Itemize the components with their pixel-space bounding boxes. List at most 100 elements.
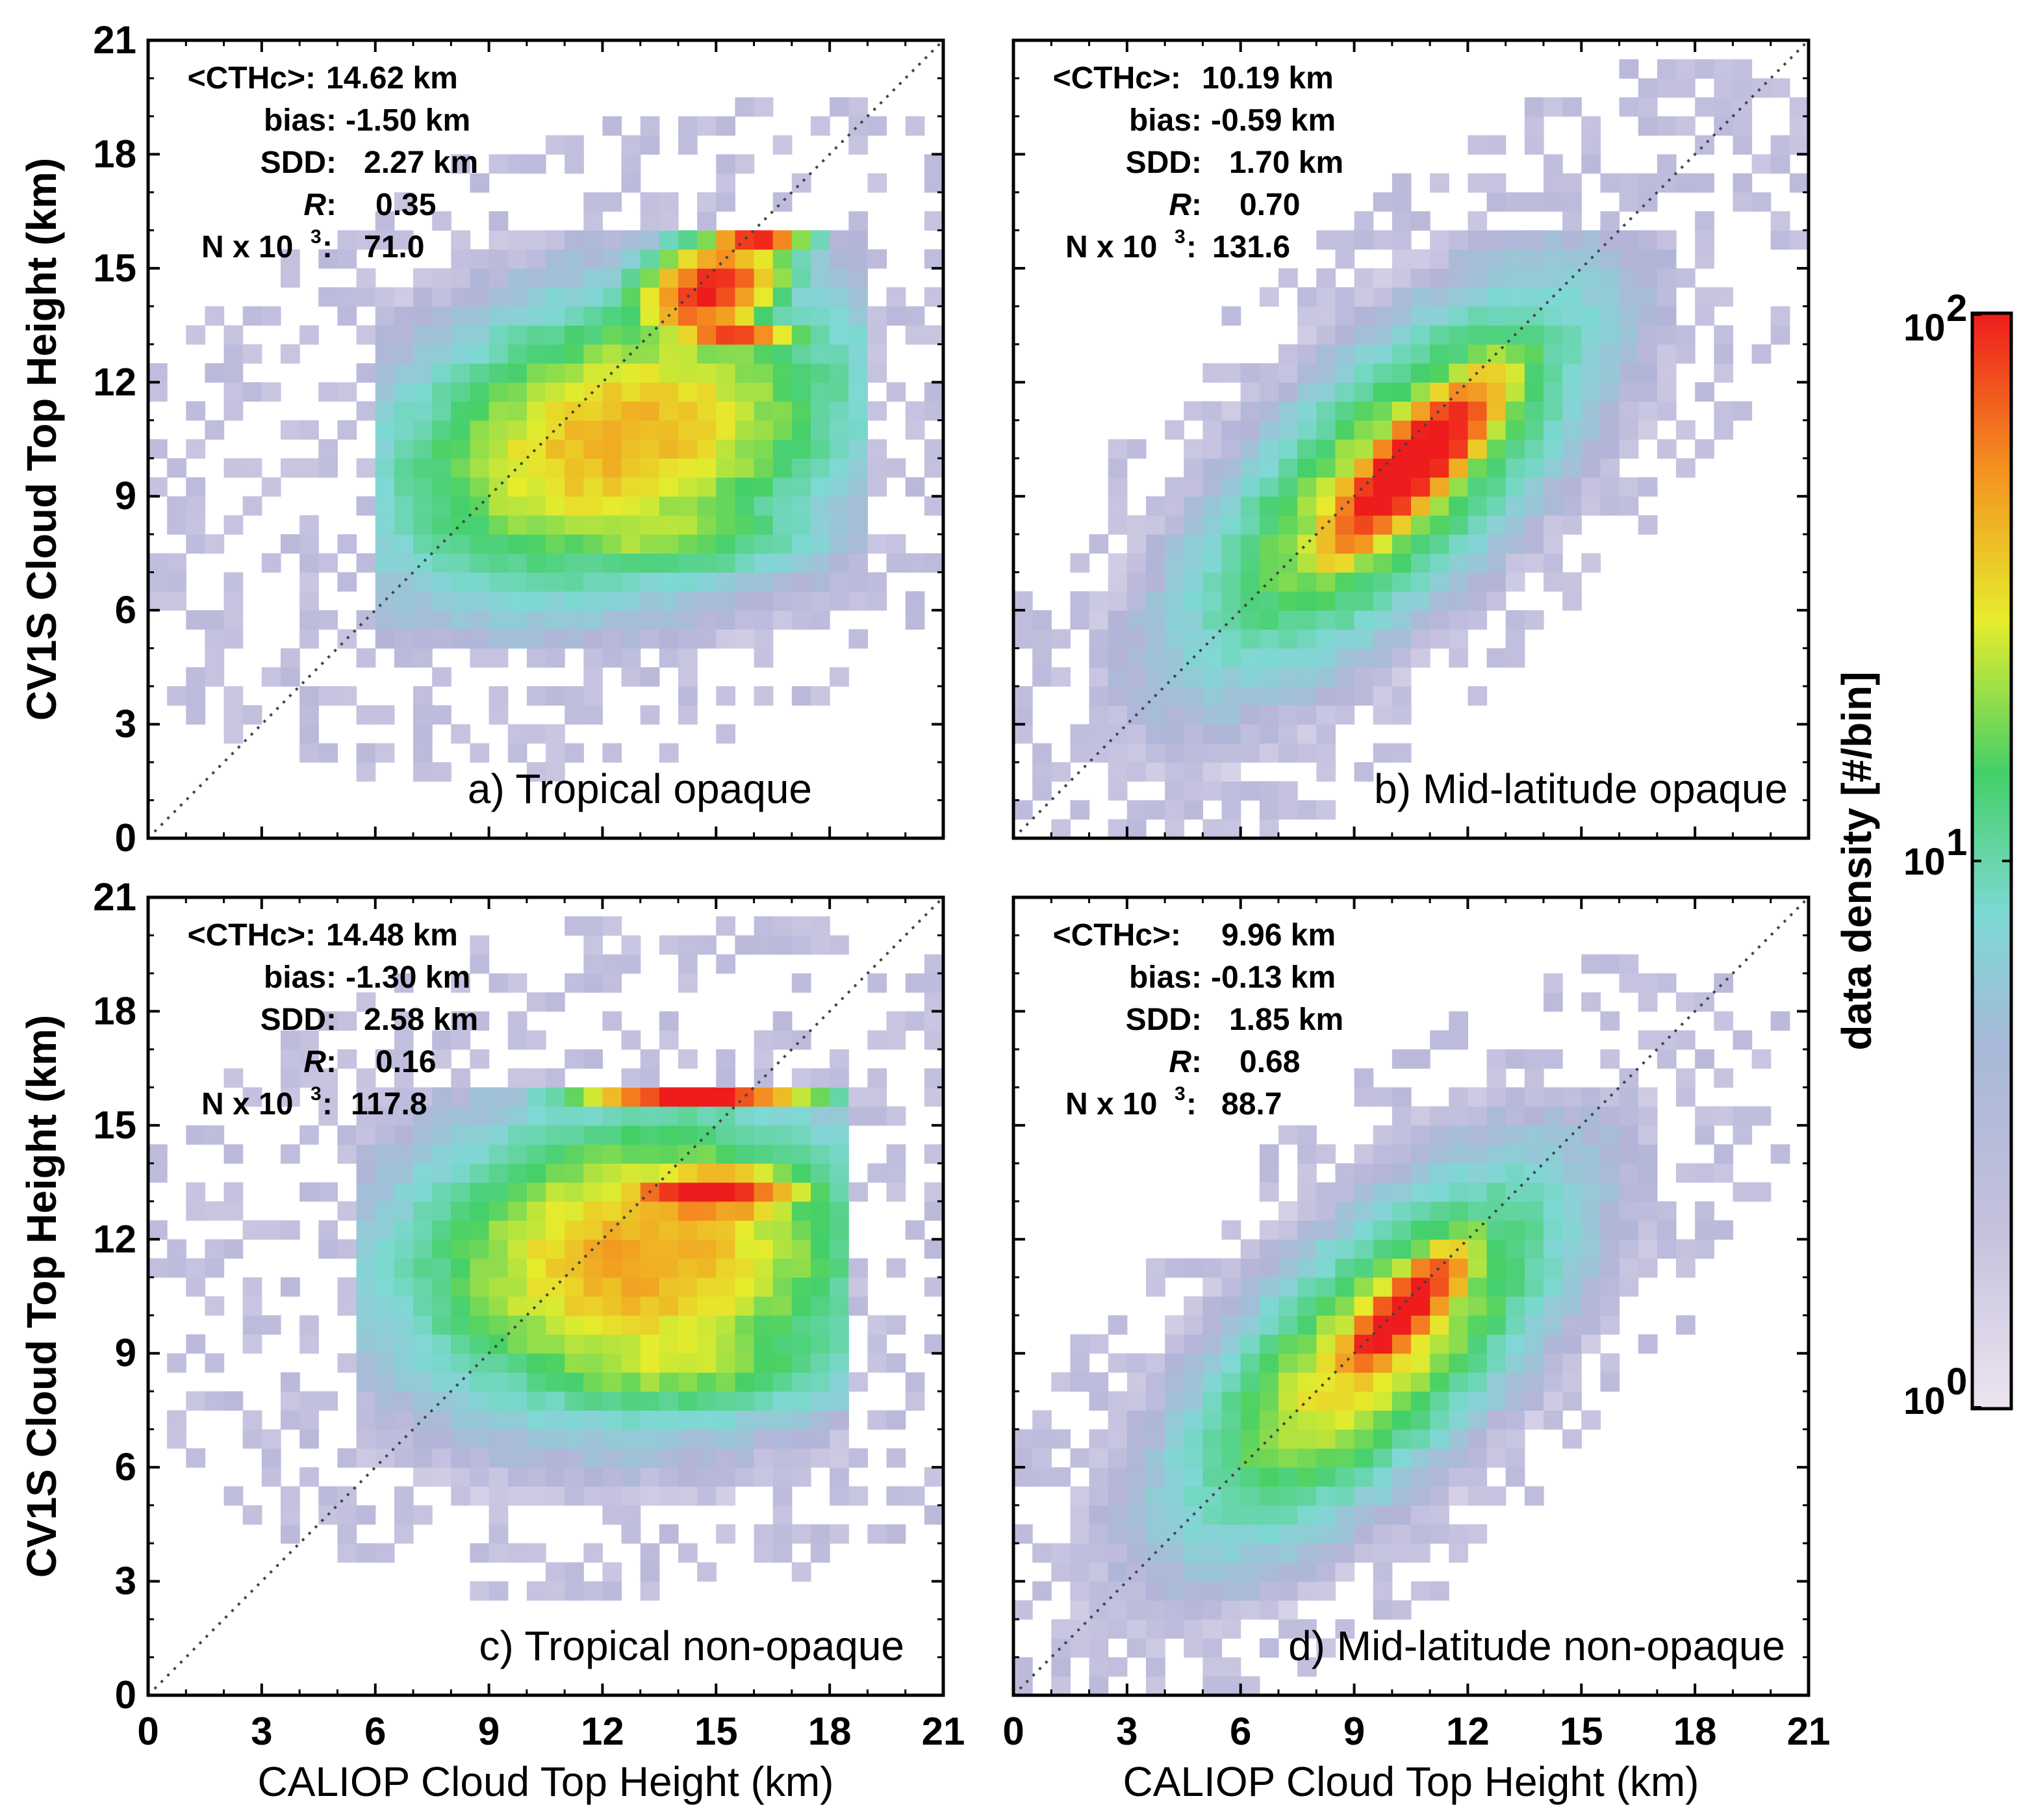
heatmap-bin [678,935,698,955]
heatmap-bin [1278,1410,1298,1430]
heatmap-bin [1486,1296,1506,1316]
heatmap-bin [716,1410,736,1430]
heatmap-bin [716,230,736,250]
heatmap-bin [1032,629,1052,649]
heatmap-bin [602,420,622,440]
heatmap-bin [583,1087,604,1107]
heatmap-bin [1032,1448,1052,1468]
heatmap-bin [1354,1410,1374,1430]
heatmap-bin [318,382,338,402]
heatmap-bin [602,1087,622,1107]
heatmap-bin [1449,1144,1469,1164]
heatmap-bin [1468,1334,1488,1354]
heatmap-bin [470,1486,490,1506]
heatmap-bin [659,591,679,611]
heatmap-bin [507,1410,527,1430]
heatmap-bin [811,1277,830,1297]
heatmap-bin [905,610,925,630]
heatmap-bin [565,705,584,725]
heatmap-bin [830,1486,849,1506]
heatmap-bin [451,1182,471,1202]
heatmap-bin [1411,1125,1430,1145]
heatmap-bin [583,935,604,955]
heatmap-bin [830,1391,849,1411]
heatmap-bin [1411,363,1430,383]
heatmap-bin [602,916,622,936]
heatmap-bin [1581,1239,1601,1259]
heatmap-bin [1544,1087,1563,1107]
colorbar-tick-10: 10 1 [1903,821,2011,883]
heatmap-bin [1165,1315,1184,1335]
heatmap-bin [867,1163,887,1183]
heatmap-bin [791,1296,811,1316]
heatmap-bin [1411,591,1430,611]
heatmap-bin [697,382,717,402]
heatmap-bin [394,439,414,459]
heatmap-bin [1562,211,1582,231]
heatmap-bin [1486,1486,1506,1506]
heatmap-bin [1278,458,1298,478]
heatmap-bin [186,439,206,459]
heatmap-bin [167,458,186,478]
heatmap-bin [1278,572,1298,592]
heatmap-bin [791,1087,811,1107]
heatmap-bin [848,629,869,649]
heatmap-bin [1146,515,1165,535]
heatmap-bin [526,553,546,573]
heatmap-bin [1335,648,1355,668]
heatmap-bin [791,610,811,630]
heatmap-bin [1562,1277,1582,1297]
heatmap-bin [678,610,698,630]
heatmap-bin [772,916,793,936]
heatmap-bin [924,458,943,478]
heatmap-bin [811,1087,830,1107]
heatmap-bin [356,401,376,421]
heatmap-bin [754,401,774,421]
heatmap-bin [526,230,546,250]
heatmap-bin [754,1543,774,1563]
heatmap-bin [1468,1182,1488,1202]
heatmap-bin [318,1087,338,1107]
heatmap-bin [1562,496,1582,516]
heatmap-bin [1259,724,1279,744]
heatmap-bin [583,1429,604,1449]
heatmap-bin [659,1087,679,1107]
heatmap-bin [1486,192,1506,212]
heatmap-bin [1486,325,1506,345]
heatmap-bin [716,686,736,706]
heatmap-bin [772,1125,793,1145]
heatmap-bin [470,1543,490,1563]
heatmap-bin [1013,705,1033,725]
heatmap-bin [223,382,244,402]
heatmap-bin [583,1106,604,1126]
heatmap-bin [697,1410,717,1430]
heatmap-bin [507,534,527,554]
heatmap-bin [337,249,357,269]
heatmap-bin [659,553,679,573]
heatmap-bin [621,439,641,459]
heatmap-bin [1089,724,1109,744]
heatmap-bin [697,116,717,136]
heatmap-bin [697,1239,717,1259]
heatmap-bin [924,401,943,421]
heatmap-bin [772,401,793,421]
heatmap-bin [1221,667,1241,687]
heatmap-bin [640,401,660,421]
heatmap-bin [1202,1581,1223,1601]
heatmap-bin [1259,1296,1279,1316]
heatmap-bin [905,306,925,326]
heatmap-bin [1240,553,1260,573]
x-tick-label: 3 [1116,1710,1138,1753]
heatmap-bin [1392,1182,1412,1202]
heatmap-bin [1430,1448,1449,1468]
heatmap-bin [413,572,433,592]
heatmap-bin [735,1296,755,1316]
heatmap-bin [735,1410,755,1430]
heatmap-bin [205,1258,225,1278]
heatmap-bin [621,1239,641,1259]
heatmap-bin [1221,686,1241,706]
heatmap-bin [1392,192,1412,212]
panel-a-heatmap [148,97,943,782]
heatmap-bin [811,1296,830,1316]
heatmap-bin [1146,1581,1165,1601]
